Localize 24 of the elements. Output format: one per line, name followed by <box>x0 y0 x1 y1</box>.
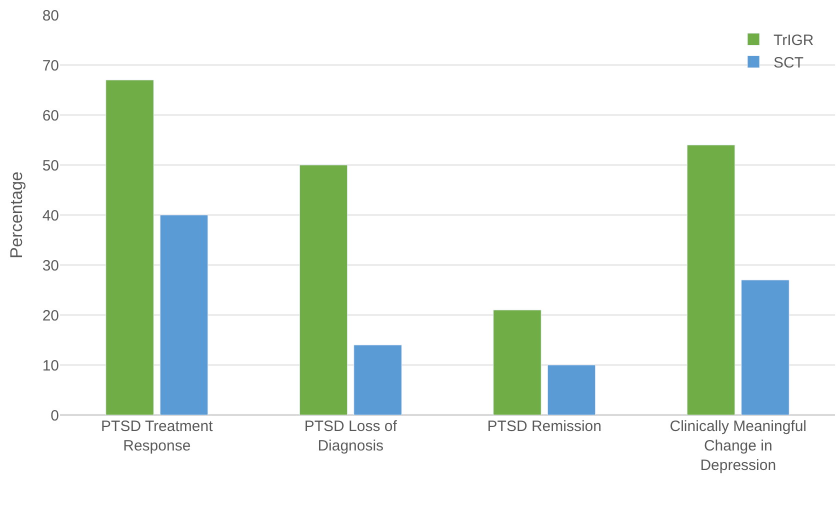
bar <box>493 310 542 415</box>
x-tick-label: PTSD Treatment Response <box>101 418 214 454</box>
legend-label: SCT <box>774 54 804 72</box>
bar <box>106 80 154 415</box>
legend-label: TrIGR <box>774 32 814 50</box>
y-tick-label: 40 <box>42 207 59 224</box>
y-tick-label: 30 <box>42 257 59 274</box>
y-tick-label: 70 <box>42 57 59 74</box>
bar <box>299 164 348 415</box>
y-axis-title: Percentage <box>6 172 26 258</box>
y-tick-label: 50 <box>42 157 59 174</box>
bar <box>547 364 596 415</box>
y-tick-label: 80 <box>42 7 59 24</box>
x-tick-label: Clinically Meaningful Change in Depression <box>670 418 806 474</box>
x-tick-label: PTSD Remission <box>487 418 602 435</box>
y-tick-label: 0 <box>50 407 59 424</box>
bar <box>354 344 402 415</box>
x-tick-label: PTSD Loss of Diagnosis <box>304 418 398 454</box>
y-tick-label: 10 <box>42 357 59 374</box>
bar <box>741 280 790 415</box>
y-tick-label: 20 <box>42 307 59 324</box>
bar <box>686 144 736 415</box>
bar <box>160 214 208 415</box>
y-tick-label: 60 <box>42 107 59 124</box>
